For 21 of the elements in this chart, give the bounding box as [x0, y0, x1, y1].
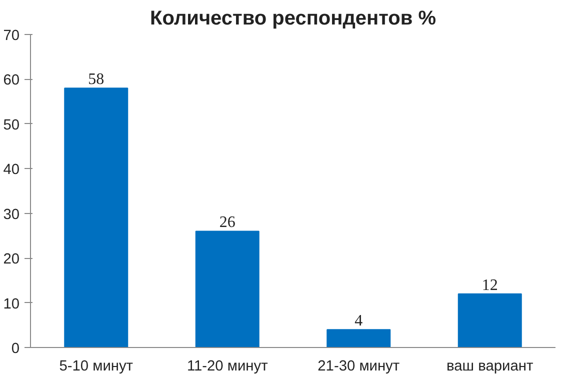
- x-tick-label: ваш вариант: [446, 358, 534, 374]
- y-tick-label: 0: [11, 341, 20, 357]
- y-tick-label: 10: [3, 296, 20, 312]
- data-label: 4: [354, 312, 363, 330]
- y-tick-label: 50: [3, 117, 20, 134]
- x-tick-label: 11-20 минут: [186, 358, 268, 374]
- y-tick-label: 30: [3, 206, 20, 223]
- bar: [326, 329, 391, 348]
- data-label: 58: [88, 71, 104, 88]
- data-label: 26: [219, 214, 236, 232]
- y-tick-label: 40: [3, 162, 20, 178]
- y-tick-label: 70: [3, 28, 20, 44]
- chart-title: Количество респондентов %: [150, 8, 436, 30]
- bar: [458, 293, 522, 348]
- bar: [64, 88, 128, 348]
- y-tick-label: 60: [3, 72, 20, 89]
- bar: [195, 230, 260, 348]
- x-tick-label: 5-10 минут: [59, 358, 134, 374]
- x-tick-label: 21-30 минут: [318, 358, 400, 374]
- y-tick-label: 20: [3, 252, 20, 268]
- data-label: 12: [482, 276, 498, 294]
